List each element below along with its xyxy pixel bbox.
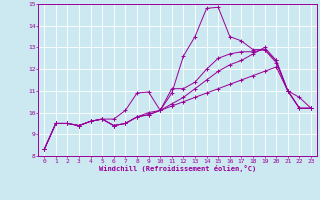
X-axis label: Windchill (Refroidissement éolien,°C): Windchill (Refroidissement éolien,°C) (99, 165, 256, 172)
